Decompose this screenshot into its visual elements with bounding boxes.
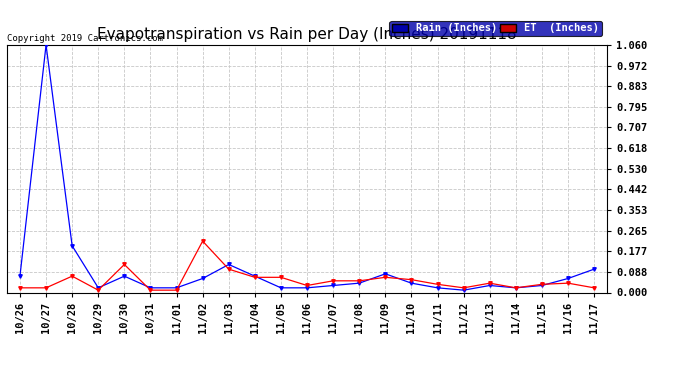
Text: Copyright 2019 Cartronics.com: Copyright 2019 Cartronics.com bbox=[7, 33, 163, 42]
Title: Evapotranspiration vs Rain per Day (Inches) 20191118: Evapotranspiration vs Rain per Day (Inch… bbox=[97, 27, 517, 42]
Legend: Rain (Inches), ET  (Inches): Rain (Inches), ET (Inches) bbox=[389, 21, 602, 36]
